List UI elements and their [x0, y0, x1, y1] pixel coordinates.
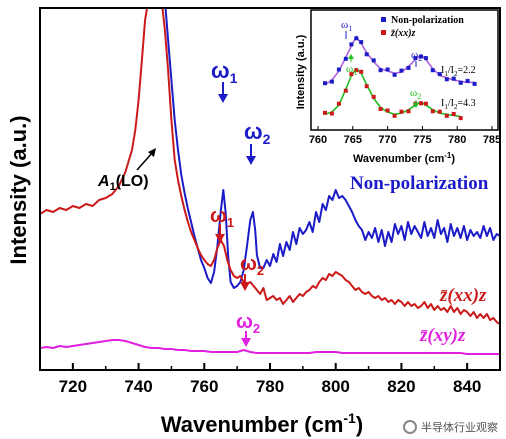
inset-nonpol-point [392, 72, 397, 77]
svg-text:ω2: ω2 [410, 87, 421, 101]
inset-nonpol-point [419, 54, 423, 59]
x-tick-label-840: 840 [453, 377, 481, 396]
annotation-a1-lo: A1(LO) [97, 148, 156, 193]
x-tick-label-820: 820 [387, 377, 415, 396]
inset-nonpol-point [465, 78, 470, 83]
x-tick-label-760: 760 [190, 377, 218, 396]
inset-nonpol-point [413, 56, 418, 61]
inset-nonpol-point [329, 79, 334, 84]
svg-text:ω2: ω2 [236, 311, 260, 336]
inset-nonpol-point [423, 56, 428, 61]
label-xy: z̄(xy)z [419, 325, 466, 346]
svg-text:ω2: ω2 [240, 253, 264, 278]
svg-text:ω1: ω1 [211, 58, 238, 86]
inset-nonpol-point [336, 67, 341, 72]
inset-x-tick-label-775: 775 [413, 134, 431, 146]
inset-xx-point [349, 72, 354, 77]
inset-xx-point [458, 116, 463, 121]
inset-nonpol-point [349, 42, 354, 47]
inset-x-tick-label-780: 780 [448, 134, 466, 146]
inset-xx-point [354, 68, 359, 73]
annotation-blue-omega1: ω1 [211, 58, 238, 103]
inset-nonpol-point [458, 80, 463, 85]
inset-legend: Non-polarization z̄(xx)z [381, 15, 464, 39]
inset-xx-point [364, 84, 369, 89]
series-line-3 [41, 339, 499, 355]
inset-ratio-xx: I1/I2=4.3 [441, 98, 476, 111]
inset-nonpol-point [323, 81, 327, 86]
inset-xx-point [423, 101, 428, 106]
inset-chart: 760 765 770 775 780 785 Intensity (a.u.) Wave… [295, 9, 501, 165]
series-line-1 [164, 9, 499, 289]
inset-xx-point [399, 109, 404, 114]
annotation-blue-omega2: ω2 [244, 119, 271, 165]
svg-text:ω1: ω1 [346, 63, 357, 77]
svg-text:A1(LO): A1(LO) [97, 173, 149, 193]
inset-xx-point [336, 101, 341, 106]
inset-xx-point [392, 113, 397, 118]
inset-xx-point [359, 69, 364, 74]
inset-xx-point [329, 111, 334, 116]
inset-nonpol-point [385, 67, 390, 72]
watermark: 半导体行业观察 [403, 419, 498, 435]
svg-text:ω2: ω2 [411, 49, 422, 63]
svg-text:ω1: ω1 [341, 19, 352, 33]
inset-xx-point [451, 112, 456, 116]
inset-x-tick-label-770: 770 [378, 134, 396, 146]
svg-text:ω2: ω2 [244, 119, 271, 147]
y-axis-title: Intensity (a.u.) [6, 115, 31, 264]
inset-xx-point [444, 113, 449, 118]
inset-x-tick-label-785: 785 [483, 134, 501, 146]
inset-xx-point [378, 107, 383, 111]
label-xx: z̄(xx)z [439, 285, 487, 306]
inset-xx-fit-line [324, 67, 461, 118]
inset-x-tick-label-765: 765 [344, 134, 362, 146]
inset-nonpol-point [364, 52, 369, 57]
inset-nonpol-point [444, 77, 449, 82]
inset-nonpol-point [406, 65, 411, 70]
label-non-polarization: Non-polarization [350, 173, 489, 194]
inset-xx-point [323, 110, 327, 115]
inset-ratio-nonpol: I1/I2=2.2 [441, 65, 476, 78]
inset-nonpol-point [378, 68, 383, 73]
inset-xx-point [430, 109, 435, 114]
inset-xx-point [406, 109, 411, 114]
x-tick-label-740: 740 [124, 377, 152, 396]
x-tick-label-800: 800 [322, 377, 350, 396]
watermark-text: 半导体行业观察 [421, 421, 498, 434]
svg-text:ω1: ω1 [210, 205, 234, 230]
inset-nonpol-point [430, 68, 435, 73]
inset-nonpol-point [437, 72, 442, 77]
inset-xx-point [437, 109, 442, 114]
series-line-2 [41, 9, 499, 325]
inset-nonpol-point [343, 56, 348, 61]
inset-xx-point [343, 88, 348, 93]
x-axis-title: Wavenumber (cm-1) [161, 410, 363, 437]
watermark-logo-icon [403, 420, 417, 434]
inset-nonpol-point [399, 68, 404, 73]
inset-x-axis-title: Wavenumber (cm-1) [353, 151, 455, 165]
x-tick-label-720: 720 [59, 377, 87, 396]
annotation-magenta-omega2: ω2 [236, 311, 260, 347]
inset-nonpol-point [451, 76, 456, 81]
annotation-red-omega2: ω2 [240, 253, 264, 291]
inset-xx-point [419, 101, 423, 106]
inset-nonpol-point [359, 40, 364, 45]
inset-nonpol-point [354, 36, 359, 41]
svg-text:z̄(xx)z: z̄(xx)z [390, 28, 416, 39]
x-tick-label-780: 780 [256, 377, 284, 396]
annotation-red-omega1: ω1 [210, 205, 234, 243]
svg-text:Non-polarization: Non-polarization [391, 15, 464, 26]
inset-nonpol-point [472, 81, 477, 86]
inset-x-tick-label-760: 760 [309, 134, 327, 146]
inset-nonpol-point [371, 58, 376, 63]
inset-y-axis-title: Intensity (a.u.) [295, 34, 307, 109]
inset-xx-point [385, 108, 390, 113]
inset-xx-point [371, 94, 376, 99]
